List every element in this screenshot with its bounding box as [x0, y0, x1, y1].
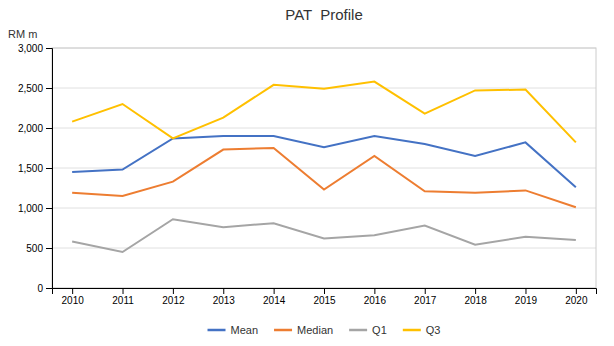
x-tick: 2011 — [112, 288, 134, 306]
x-tick: 2010 — [62, 288, 85, 306]
series-line — [72, 219, 576, 252]
x-tick: 2014 — [263, 288, 286, 306]
x-tick-mark — [123, 288, 124, 294]
legend-label: Q3 — [426, 324, 441, 336]
x-tick-label: 2014 — [263, 295, 286, 306]
legend-swatch — [208, 329, 226, 332]
plot: 05001,0001,5002,0002,5003,00020102011201… — [18, 43, 597, 306]
grid-line — [52, 168, 596, 169]
x-tick-label: 2012 — [162, 295, 185, 306]
grid-line — [52, 248, 596, 249]
x-tick-label: 2020 — [565, 295, 588, 306]
y-tick: 2,000 — [18, 123, 52, 134]
x-tick-mark — [374, 288, 375, 294]
y-axis-label: RM m — [8, 28, 37, 40]
x-tick: 2015 — [313, 288, 336, 306]
x-tick-label: 2016 — [364, 295, 387, 306]
x-tick-mark — [223, 288, 224, 294]
y-tick: 0 — [37, 283, 52, 294]
y-tick-mark — [46, 288, 52, 289]
series-line — [72, 82, 576, 143]
y-tick-label: 2,000 — [18, 123, 43, 134]
grid — [52, 48, 596, 288]
y-tick: 1,000 — [18, 203, 52, 214]
x-tick-mark — [576, 288, 577, 294]
x-tick-mark — [525, 288, 526, 294]
x-axis-line — [53, 289, 597, 295]
y-tick-mark — [46, 248, 52, 249]
y-tick-label: 1,500 — [18, 163, 43, 174]
y-tick-mark — [46, 168, 52, 169]
y-tick: 500 — [26, 243, 52, 254]
y-tick: 3,000 — [18, 43, 52, 54]
series-line — [72, 136, 576, 187]
x-tick-mark — [475, 288, 476, 294]
title: PAT Profile — [285, 6, 363, 23]
x-tick-mark — [274, 288, 275, 294]
x-tick-label: 2011 — [112, 295, 134, 306]
x-tick-mark — [425, 288, 426, 294]
legend-swatch — [349, 329, 367, 332]
legend: Mean Median Q1 Q3 — [208, 324, 441, 336]
y-tick-label: 2,500 — [18, 83, 43, 94]
x-tick-label: 2010 — [62, 295, 85, 306]
x-tick-label: 2015 — [313, 295, 336, 306]
y-tick-mark — [46, 88, 52, 89]
legend-swatch — [403, 329, 421, 332]
chart: 05001,0001,5002,0002,5003,00020102011201… — [0, 0, 614, 346]
y-tick-mark — [46, 208, 52, 209]
y-tick-mark — [46, 128, 52, 129]
legend-item: Median — [274, 324, 333, 336]
x-tick: 2017 — [414, 288, 437, 306]
y-tick: 2,500 — [18, 83, 52, 94]
y-axis: 0 500 1,000 1,500 2,000 2,500 3,000 — [18, 43, 53, 294]
legend-label: Median — [297, 324, 333, 336]
x-tick: 2016 — [364, 288, 387, 306]
series-line — [72, 148, 576, 207]
y-axis-line — [46, 49, 53, 289]
y-tick-label: 500 — [26, 243, 43, 254]
x-tick-label: 2013 — [213, 295, 236, 306]
y-tick-label: 0 — [37, 283, 43, 294]
legend-item: Q3 — [403, 324, 441, 336]
lines — [72, 82, 576, 252]
y-tick-label: 3,000 — [18, 43, 43, 54]
x-tick-mark — [72, 288, 73, 294]
legend-label: Q1 — [372, 324, 387, 336]
legend-item: Q1 — [349, 324, 387, 336]
x-tick: 2020 — [565, 288, 588, 306]
y-tick-label: 1,000 — [18, 203, 43, 214]
x-tick-label: 2017 — [414, 295, 437, 306]
grid-line — [52, 128, 596, 129]
x-tick-label: 2018 — [464, 295, 487, 306]
grid-line — [52, 208, 596, 209]
x-tick-mark — [173, 288, 174, 294]
y-tick: 1,500 — [18, 163, 52, 174]
x-tick-mark — [324, 288, 325, 294]
x-tick: 2019 — [515, 288, 538, 306]
x-tick: 2012 — [162, 288, 185, 306]
plot-frame — [52, 48, 596, 288]
y-tick-mark — [46, 48, 52, 49]
legend-label: Mean — [231, 324, 259, 336]
x-tick: 2013 — [213, 288, 236, 306]
legend-item: Mean — [208, 324, 259, 336]
legend-swatch — [274, 329, 292, 332]
x-tick: 2018 — [464, 288, 487, 306]
x-tick-label: 2019 — [515, 295, 538, 306]
x-axis: 2010 2011 2012 2013 2014 2015 2016 2017 2018 2019… — [53, 288, 597, 306]
